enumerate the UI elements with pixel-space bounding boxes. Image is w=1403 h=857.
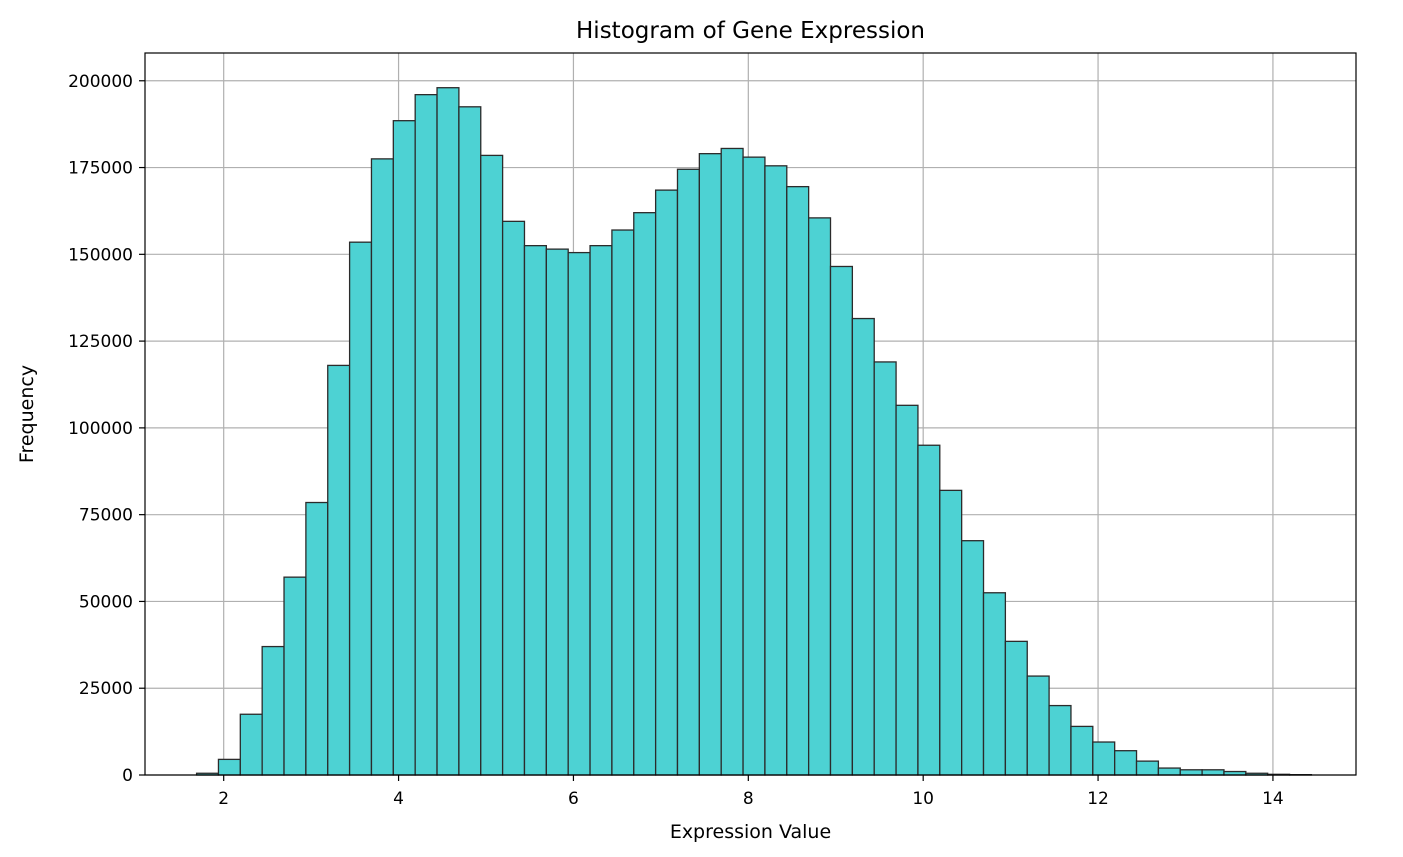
x-tick-label: 12 <box>1087 789 1109 809</box>
histogram-bar <box>1048 704 1072 776</box>
histogram-bar <box>698 153 722 776</box>
x-axis-label: Expression Value <box>670 821 831 843</box>
histogram-bar <box>327 364 351 776</box>
y-tick-label: 50000 <box>79 592 133 612</box>
y-tick-label: 125000 <box>68 332 133 352</box>
histogram-bar <box>370 158 394 776</box>
histogram-bar <box>829 265 854 776</box>
histogram-bar <box>764 165 788 776</box>
histogram-bar <box>1026 675 1050 776</box>
x-axis-ticks: 2 4 6 8 10 12 14 <box>218 775 1284 809</box>
y-axis-ticks: 0 25000 50000 75000 100000 125000 150000 175000… <box>68 72 145 786</box>
y-axis-label: Frequency <box>16 365 38 463</box>
histogram-bar <box>567 251 591 776</box>
histogram-bar <box>1092 741 1116 776</box>
histogram-bar <box>217 758 241 776</box>
histogram-bars <box>195 87 1313 776</box>
histogram-bar <box>1114 750 1138 776</box>
histogram-bar <box>939 489 963 776</box>
histogram-bar <box>1157 767 1181 776</box>
histogram-bar <box>611 229 635 776</box>
histogram-bar <box>961 540 985 776</box>
x-tick-label: 4 <box>393 789 404 809</box>
y-tick-label: 150000 <box>68 245 133 265</box>
histogram-bar <box>589 244 613 776</box>
histogram-bar <box>1135 760 1160 776</box>
histogram-bar <box>1179 769 1203 776</box>
histogram-bar <box>851 317 875 776</box>
histogram-bar <box>873 361 897 776</box>
histogram-bar <box>283 576 307 776</box>
histogram-bar <box>742 156 766 776</box>
y-tick-label: 200000 <box>68 72 133 92</box>
chart-title: Histogram of Gene Expression <box>576 18 925 44</box>
histogram-bar <box>305 501 329 776</box>
x-tick-label: 2 <box>218 789 229 809</box>
x-tick-label: 10 <box>912 789 934 809</box>
y-tick-label: 175000 <box>68 159 133 179</box>
histogram-bar <box>392 120 416 776</box>
histogram-bar <box>523 244 547 776</box>
histogram-bar <box>414 94 438 776</box>
histogram-bar <box>261 645 285 776</box>
histogram-bar <box>633 212 657 776</box>
y-tick-label: 75000 <box>79 506 133 526</box>
histogram-bar <box>348 241 373 776</box>
histogram-bar <box>720 147 744 776</box>
histogram-bar <box>807 217 832 776</box>
y-tick-label: 100000 <box>68 419 133 439</box>
histogram-bar <box>545 248 569 776</box>
plot-frame <box>144 52 1357 776</box>
x-tick-label: 14 <box>1262 789 1284 809</box>
histogram-bar <box>676 168 700 776</box>
y-tick-label: 25000 <box>79 679 133 699</box>
histogram-bar <box>436 87 460 776</box>
histogram-bar <box>239 713 263 776</box>
x-tick-label: 6 <box>568 789 579 809</box>
histogram-bar <box>1070 725 1094 776</box>
histogram-bar <box>480 154 504 776</box>
y-tick-label: 0 <box>122 766 133 786</box>
histogram-bar <box>458 106 482 776</box>
histogram-bar <box>1201 769 1225 776</box>
histogram-bar <box>895 404 919 776</box>
histogram-bar <box>786 185 810 776</box>
histogram-bar <box>982 592 1007 776</box>
histogram-bar <box>501 220 526 776</box>
histogram-bar <box>654 189 679 776</box>
histogram-bar <box>917 444 941 776</box>
histogram-bar <box>1004 640 1028 776</box>
x-tick-label: 8 <box>743 789 754 809</box>
